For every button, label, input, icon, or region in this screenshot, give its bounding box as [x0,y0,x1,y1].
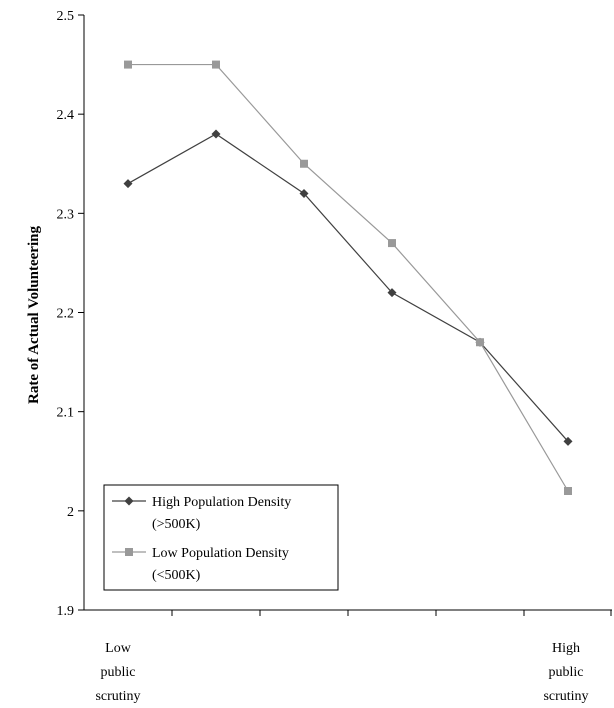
y-tick-label: 2.4 [57,108,75,123]
y-tick-label: 2 [67,505,74,520]
legend-label: (>500K) [152,517,201,532]
y-tick-label: 1.9 [57,604,75,619]
x-end-label-left: public [101,665,136,680]
data-point-1 [123,179,133,189]
series-line-2 [128,63,569,492]
y-tick-label: 2.1 [57,406,75,421]
data-point-2 [212,60,220,69]
data-point-2 [564,487,572,495]
data-point-1 [299,189,309,198]
series-line-1 [127,133,569,442]
y-tick-label: 2.2 [57,307,75,322]
x-end-label-left: scrutiny [95,689,140,704]
legend-swatch-marker [124,496,134,506]
data-point-1 [211,129,221,139]
y-tick-label: 2.5 [57,9,75,24]
x-end-label-right: public [549,665,584,680]
y-axis-label: Rate of Actual Volunteering [26,226,42,404]
data-point-2 [124,60,132,69]
legend-box [103,484,339,591]
data-point-1 [387,288,397,298]
data-point-2 [476,338,484,347]
y-tick-label: 2.3 [57,207,75,222]
x-end-label-left: Low [105,641,132,656]
legend-label: High Population Density [152,495,291,510]
data-point-2 [388,239,396,248]
legend-label: (<500K) [152,568,201,583]
x-end-label-right: scrutiny [543,689,588,704]
legend-swatch-marker [125,548,133,556]
data-point-1 [563,436,573,446]
data-point-2 [300,159,308,168]
legend-label: Low Population Density [152,546,289,561]
x-end-label-right: High [552,641,580,656]
